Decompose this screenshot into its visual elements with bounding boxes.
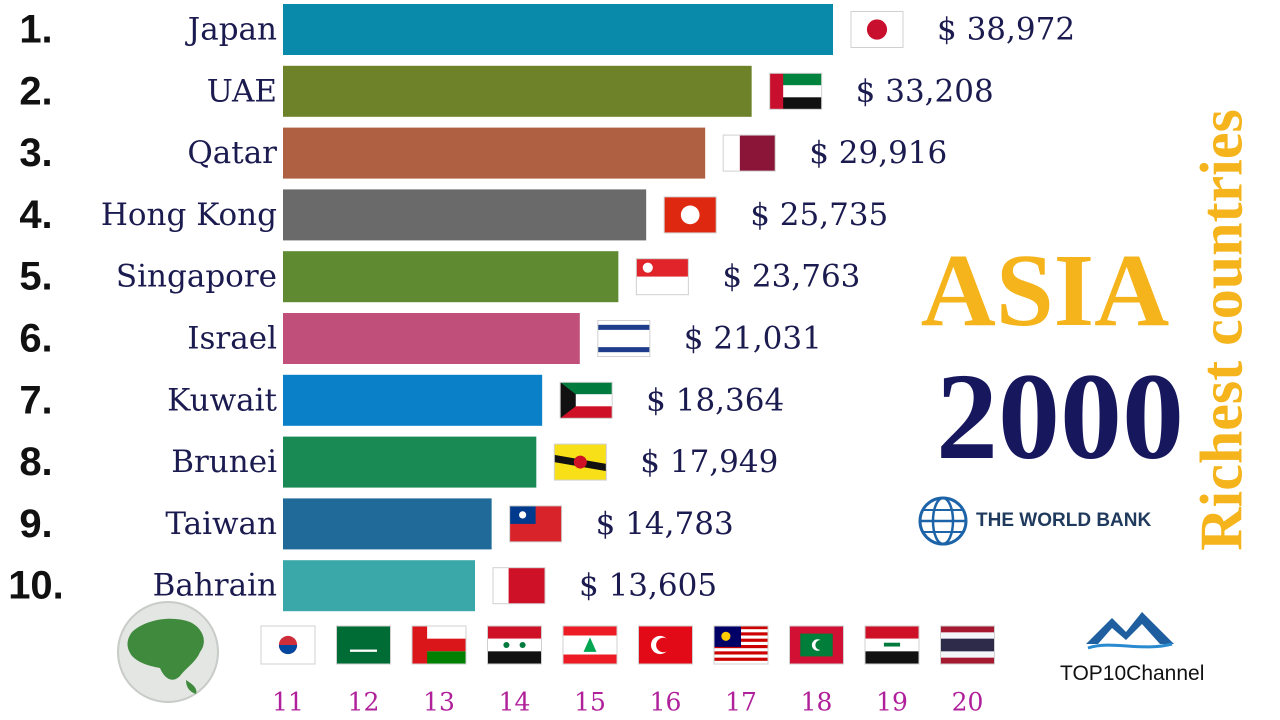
bahrain-flag-icon [492, 567, 546, 605]
value-label: $ 33,208 [856, 73, 994, 109]
asia-globe-icon [117, 601, 219, 703]
bar [283, 313, 580, 364]
rank-label: 5. [19, 255, 52, 299]
bar [283, 251, 619, 303]
bar [283, 498, 492, 550]
category-label: Japan [185, 12, 277, 48]
rank-label: 2. [19, 69, 52, 113]
uae-flag-icon [769, 72, 823, 110]
value-label: $ 13,605 [579, 568, 717, 604]
value-label: $ 38,972 [937, 12, 1075, 48]
channel-name: TOP10Channel [1060, 662, 1205, 685]
region-title: ASIA [920, 233, 1170, 348]
upcoming-rank-label: 12 [348, 688, 380, 717]
syria-flag-icon [487, 625, 542, 665]
bar [283, 374, 543, 426]
category-label: Singapore [116, 259, 277, 295]
rank-label: 6. [19, 317, 52, 361]
upcoming-rank-label: 17 [725, 688, 757, 717]
category-label: UAE [207, 73, 277, 109]
turkey-flag-icon [638, 625, 693, 665]
side-title: Richest countries [1188, 109, 1255, 551]
kuwait-flag-icon [559, 381, 613, 419]
rank-label: 1. [19, 8, 52, 52]
world-bank-logo-icon [918, 496, 968, 546]
value-label: $ 21,031 [684, 321, 822, 357]
category-label: Qatar [187, 135, 277, 171]
bar [283, 65, 752, 117]
value-label: $ 14,783 [596, 506, 734, 542]
category-label: Hong Kong [101, 197, 277, 233]
rank-label: 3. [19, 131, 52, 175]
rank-label: 9. [19, 502, 52, 546]
upcoming-rank-label: 14 [499, 688, 531, 717]
upcoming-rank-label: 20 [952, 688, 984, 717]
upcoming-rank-label: 19 [876, 688, 908, 717]
lebanon-flag-icon [562, 625, 618, 665]
mountain-logo-icon [1086, 612, 1174, 650]
bar [283, 560, 476, 612]
rank-label: 7. [19, 378, 52, 422]
upcoming-rank-label: 18 [801, 688, 833, 717]
source-logo: THE WORLD BANK [918, 496, 1151, 546]
value-label: $ 18,364 [646, 382, 784, 418]
saudi-arabia-flag-icon [336, 625, 391, 665]
upcoming-rank-label: 13 [423, 688, 455, 717]
taiwan-flag-icon [509, 505, 563, 543]
value-label: $ 29,916 [809, 135, 947, 171]
rank-label: 4. [19, 193, 52, 237]
category-label: Taiwan [165, 506, 277, 542]
upcoming-rank-label: 15 [574, 688, 606, 717]
iraq-flag-icon [864, 625, 920, 665]
hong-kong-flag-icon [663, 196, 717, 234]
bar [283, 127, 706, 179]
category-label: Israel [187, 321, 277, 357]
bar [283, 436, 537, 488]
upcoming-rank-label: 11 [272, 688, 304, 717]
thailand-flag-icon [940, 625, 995, 665]
upcoming-rank-label: 16 [650, 688, 682, 717]
category-label: Brunei [171, 444, 277, 480]
bar [283, 4, 833, 55]
singapore-flag-icon [635, 258, 689, 296]
category-label: Kuwait [167, 382, 277, 418]
rank-label: 8. [19, 440, 52, 484]
south-korea-flag-icon [260, 625, 316, 665]
source-name: THE WORLD BANK [976, 510, 1152, 531]
channel-logo: TOP10Channel [1060, 608, 1205, 686]
value-label: $ 17,949 [640, 444, 778, 480]
malaysia-flag-icon [713, 625, 769, 665]
bar [283, 189, 647, 241]
israel-flag-icon [597, 320, 651, 357]
year-title: 2000 [936, 348, 1184, 485]
category-label: Bahrain [153, 568, 277, 604]
value-label: $ 23,763 [722, 259, 860, 295]
japan-flag-icon [850, 11, 904, 48]
value-label: $ 25,735 [750, 197, 888, 233]
brunei-flag-icon [553, 443, 607, 481]
maldives-flag-icon [789, 625, 844, 665]
qatar-flag-icon [722, 134, 776, 172]
oman-flag-icon [411, 625, 467, 665]
rank-label: 10. [8, 564, 64, 608]
